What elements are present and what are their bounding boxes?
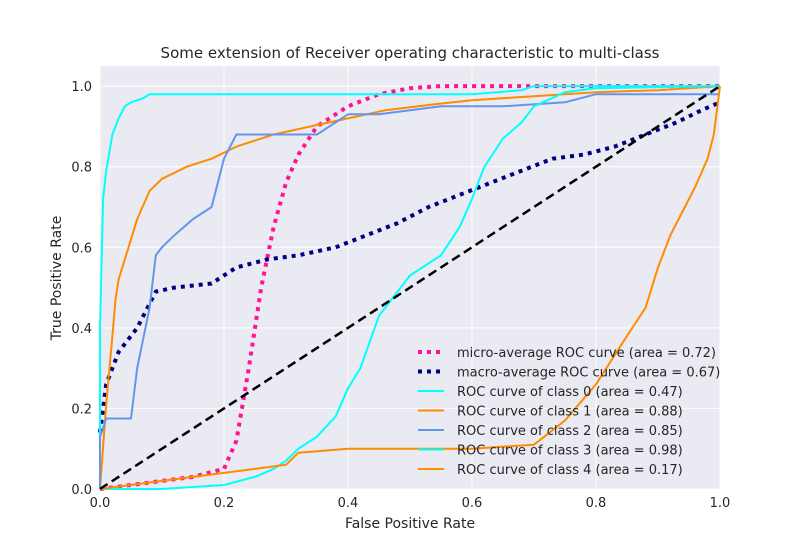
legend-label: micro-average ROC curve (area = 0.72)	[457, 346, 716, 361]
legend: micro-average ROC curve (area = 0.72) mac…	[418, 346, 720, 478]
legend-label: ROC curve of class 3 (area = 0.98)	[457, 444, 683, 459]
ticks: 0.0 0.2 0.4 0.6 0.8 1.0 0.0 0.2 0.4 0.6 0.8 1.0	[71, 80, 730, 511]
chart-title: Some extension of Receiver operating cha…	[161, 44, 660, 62]
x-axis-title: False Positive Rate	[345, 516, 475, 532]
x-tick-label: 0.4	[338, 496, 359, 511]
series-line-2	[99, 85, 720, 489]
y-tick-label: 0.4	[71, 322, 92, 337]
y-tick-label: 0.0	[71, 483, 92, 498]
y-tick-label: 1.0	[71, 80, 92, 95]
y-tick-label: 0.6	[71, 241, 92, 256]
x-tick-label: 0.6	[462, 496, 483, 511]
series-line-5	[100, 85, 721, 490]
series-line-6	[99, 85, 721, 490]
series-line-3	[99, 85, 721, 490]
y-axis-title: True Positive Rate	[49, 216, 65, 342]
x-tick-label: 0.0	[90, 496, 111, 511]
x-tick-label: 0.8	[586, 496, 607, 511]
plot-area	[100, 66, 720, 489]
y-tick-label: 0.8	[71, 161, 92, 176]
series-line-4	[99, 93, 720, 489]
series-line-0	[99, 84, 720, 491]
series-line-7	[99, 85, 721, 491]
y-tick-label: 0.2	[71, 402, 92, 417]
x-tick-label: 1.0	[710, 496, 731, 511]
series-line-1	[98, 100, 721, 433]
x-tick-label: 0.2	[214, 496, 235, 511]
legend-label: macro-average ROC curve (area = 0.67)	[457, 366, 720, 381]
legend-label: ROC curve of class 2 (area = 0.85)	[457, 424, 683, 439]
series-layer	[98, 84, 721, 491]
legend-label: ROC curve of class 4 (area = 0.17)	[457, 463, 683, 478]
grid	[99, 66, 721, 490]
legend-label: ROC curve of class 1 (area = 0.88)	[457, 405, 683, 420]
legend-label: ROC curve of class 0 (area = 0.47)	[457, 385, 683, 400]
